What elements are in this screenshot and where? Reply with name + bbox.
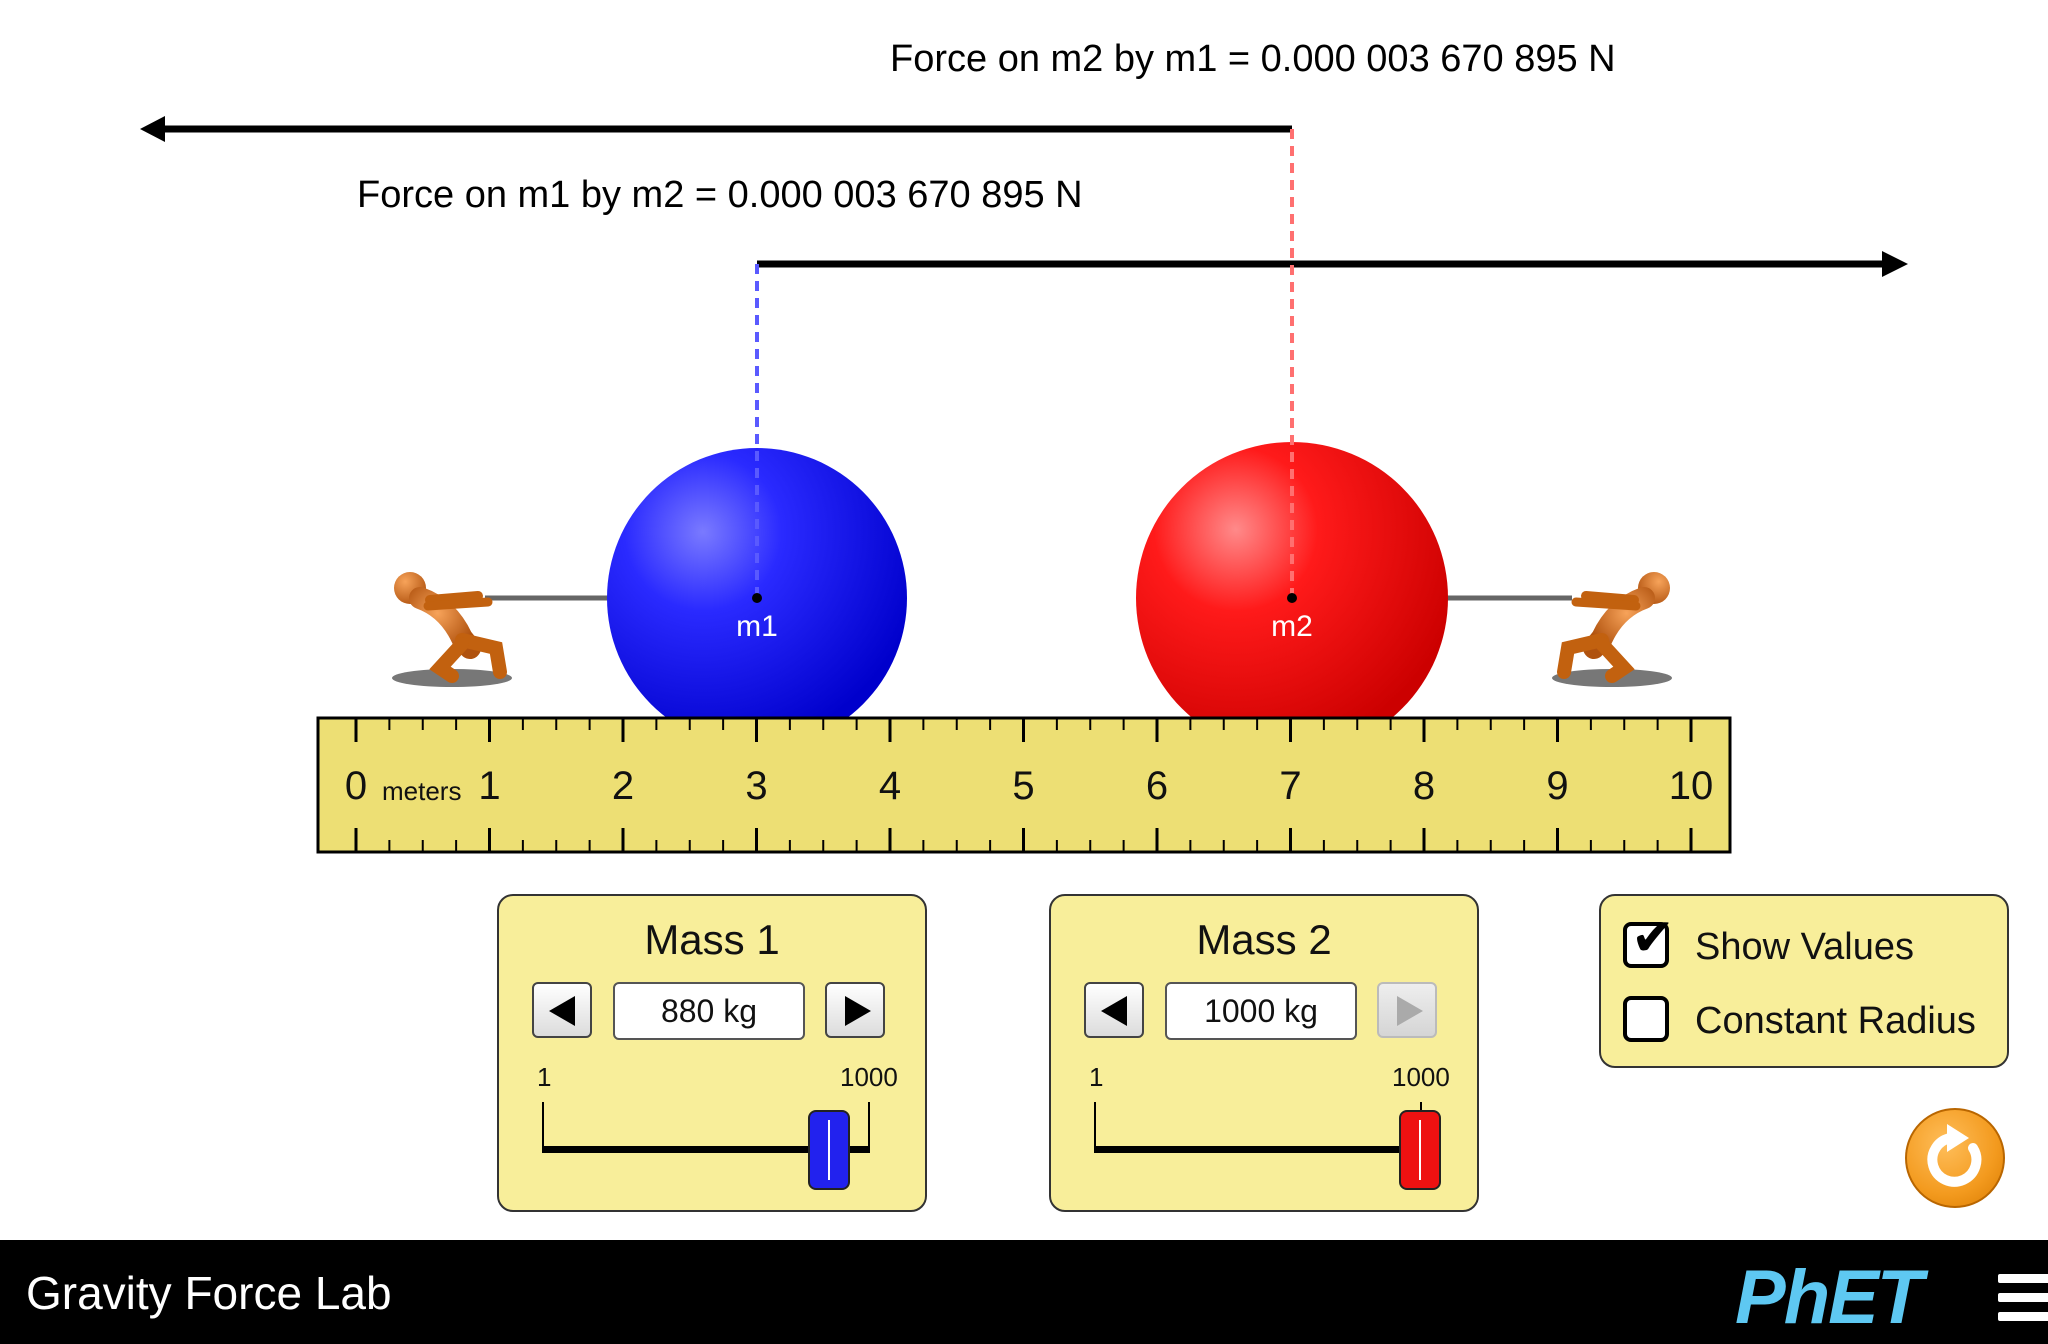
force-arrow-on-m1 <box>757 251 1908 277</box>
slider-grip <box>1419 1120 1421 1180</box>
left-arrow-icon <box>1101 996 1127 1026</box>
ruler-unit-label: meters <box>382 776 461 806</box>
ruler-number: 7 <box>1279 764 1301 808</box>
ruler-number: 8 <box>1413 764 1435 808</box>
ruler[interactable]: 0 1 2 3 4 5 6 7 8 9 10 meters <box>316 716 1732 854</box>
mass-2-label: m2 <box>1271 610 1313 643</box>
options-panel: ✔ Show Values ✔ Constant Radius <box>1599 894 2009 1068</box>
mass-1-increase-button[interactable] <box>825 982 885 1038</box>
ruler-number: 3 <box>745 764 767 808</box>
mass-1-slider-track[interactable] <box>542 1146 870 1153</box>
right-arrow-icon <box>845 996 871 1026</box>
checkmark-icon: ✔ <box>1631 909 1675 967</box>
force-on-m1-label: Force on m1 by m2 = 0.000 003 670 895 N <box>357 174 1083 216</box>
mass-1-value-display: 880 kg <box>613 982 805 1040</box>
ruler-ticks <box>354 718 1693 852</box>
phet-logo[interactable]: PhET <box>1735 1255 1923 1340</box>
right-arrow-icon <box>1397 996 1423 1026</box>
mass-2-center-dot <box>1287 593 1297 603</box>
mass-2-slider-thumb[interactable] <box>1399 1110 1441 1190</box>
mass-2-decrease-button[interactable] <box>1084 982 1144 1038</box>
ruler-number: 2 <box>612 764 634 808</box>
show-values-label: Show Values <box>1695 926 1914 968</box>
ruler-number: 6 <box>1146 764 1168 808</box>
force-on-m2-label: Force on m2 by m1 = 0.000 003 670 895 N <box>890 38 1616 80</box>
left-arrow-icon <box>549 996 575 1026</box>
mass-1-slider-max-label: 1000 <box>840 1062 898 1092</box>
slider-grip <box>827 1120 830 1180</box>
hamburger-menu-icon[interactable] <box>1998 1274 2048 1322</box>
mass-1-control-panel: Mass 1 880 kg 1 1000 <box>497 894 927 1212</box>
mass-1-slider-min-label: 1 <box>537 1062 552 1092</box>
mass-1-decrease-button[interactable] <box>532 982 592 1038</box>
mass-2-slider-track[interactable] <box>1094 1146 1422 1153</box>
reset-icon <box>1927 1124 1982 1187</box>
mass-2-control-panel: Mass 2 1000 kg 1 1000 <box>1049 894 1479 1212</box>
mass-1-slider-max-tick <box>868 1102 870 1152</box>
constant-radius-checkbox[interactable]: ✔ <box>1623 996 1669 1042</box>
mass-1-label: m1 <box>736 610 778 643</box>
mass-1-slider-min-tick <box>542 1102 544 1152</box>
ruler-number: 1 <box>478 764 500 808</box>
mass-2-slider-min-tick <box>1094 1102 1096 1152</box>
force-arrow-on-m2 <box>140 116 1292 142</box>
ruler-number: 0 <box>345 764 367 808</box>
simulation-scene: m1 m2 0 1 2 3 4 5 6 7 8 9 10 meters <box>140 116 1908 854</box>
right-puller-figure <box>1552 572 1672 687</box>
mass-2-slider-min-label: 1 <box>1089 1062 1104 1092</box>
left-puller-figure <box>392 572 512 687</box>
reset-all-button[interactable] <box>1905 1108 2005 1208</box>
constant-radius-checkbox-row[interactable]: ✔ Constant Radius <box>1623 994 1993 1046</box>
mass-2-value-display: 1000 kg <box>1165 982 1357 1040</box>
mass-1-panel-title: Mass 1 <box>644 916 780 963</box>
show-values-checkbox[interactable]: ✔ <box>1623 912 1675 968</box>
mass-1-center-dot <box>752 593 762 603</box>
ruler-number: 9 <box>1546 764 1568 808</box>
constant-radius-label: Constant Radius <box>1695 1000 1976 1042</box>
mass-2-increase-button[interactable] <box>1377 982 1437 1038</box>
show-values-checkbox-row[interactable]: ✔ Show Values <box>1623 912 1993 972</box>
ruler-number: 5 <box>1012 764 1034 808</box>
ruler-numbers: 0 1 2 3 4 5 6 7 8 9 10 <box>345 764 1713 808</box>
ruler-number: 10 <box>1669 764 1714 808</box>
mass-2-panel-title: Mass 2 <box>1196 916 1332 963</box>
mass-1-slider-thumb[interactable] <box>807 1110 850 1190</box>
mass-2-slider-max-label: 1000 <box>1392 1062 1450 1092</box>
navigation-bar: Gravity Force Lab PhET <box>0 1240 2048 1344</box>
sim-title: Gravity Force Lab <box>26 1267 392 1319</box>
ruler-number: 4 <box>879 764 901 808</box>
